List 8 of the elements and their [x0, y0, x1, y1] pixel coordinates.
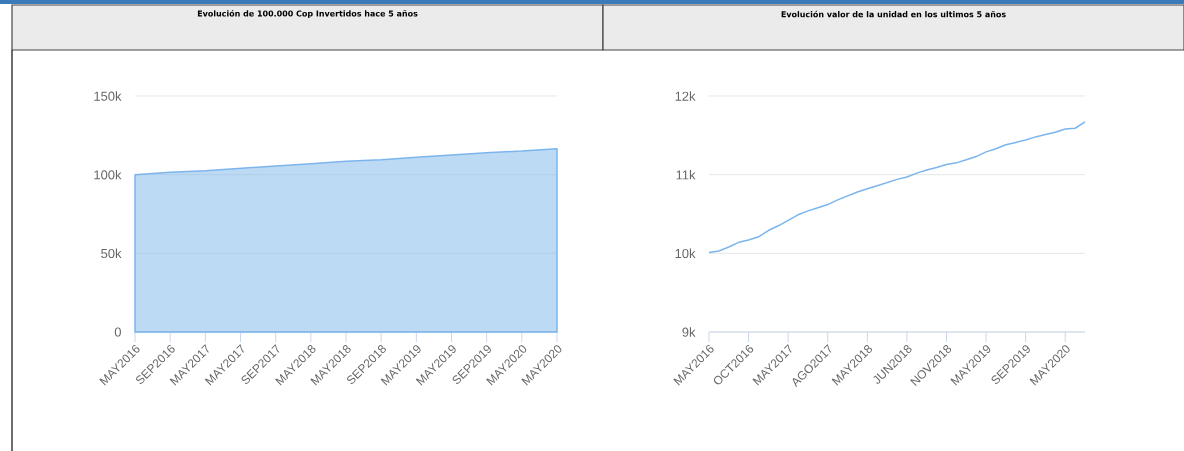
y-tick-label: 10k — [675, 248, 696, 259]
y-tick-label: 0 — [114, 327, 121, 337]
y-tick-label: 150k — [94, 91, 122, 101]
y-tick-label: 100k — [94, 169, 122, 180]
y-tick-label: 11k — [676, 169, 696, 180]
y-tick-label: 50k — [101, 248, 122, 259]
y-tick-label: 12k — [675, 91, 696, 101]
y-tick-label: 9k — [682, 327, 696, 337]
